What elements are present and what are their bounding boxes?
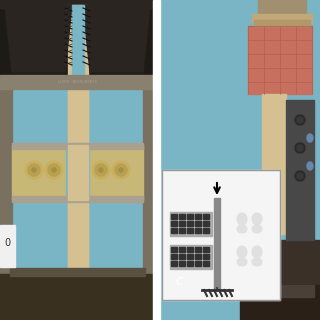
Bar <box>171 228 177 233</box>
Bar <box>187 261 193 266</box>
Bar <box>240 285 320 320</box>
Circle shape <box>48 164 60 176</box>
Circle shape <box>297 145 303 151</box>
Bar <box>72 5 84 75</box>
Circle shape <box>45 161 63 179</box>
Bar <box>203 261 209 266</box>
Bar <box>143 89 155 274</box>
Bar <box>12 89 143 274</box>
Bar <box>68 89 88 274</box>
Bar <box>195 254 201 259</box>
Bar <box>12 145 66 200</box>
Bar <box>171 247 177 252</box>
Circle shape <box>32 168 36 172</box>
Circle shape <box>52 168 56 172</box>
Ellipse shape <box>307 134 313 142</box>
Bar <box>89 145 143 200</box>
Circle shape <box>92 161 110 179</box>
Circle shape <box>99 168 103 172</box>
Bar <box>68 145 88 200</box>
Circle shape <box>115 164 127 176</box>
Circle shape <box>112 161 130 179</box>
Polygon shape <box>83 5 150 72</box>
Bar <box>171 214 177 219</box>
Text: 0: 0 <box>4 238 10 248</box>
Bar <box>252 14 312 22</box>
Bar <box>170 212 212 236</box>
Bar <box>171 254 177 259</box>
Bar <box>179 228 185 233</box>
Bar <box>195 221 201 226</box>
Bar <box>187 247 193 252</box>
Bar <box>10 268 145 276</box>
Bar <box>12 143 143 149</box>
Bar <box>203 214 209 219</box>
Bar <box>254 20 310 26</box>
Circle shape <box>295 171 305 181</box>
Ellipse shape <box>237 213 247 225</box>
Circle shape <box>25 161 43 179</box>
Circle shape <box>95 164 107 176</box>
Bar <box>286 100 314 240</box>
Bar <box>248 26 312 94</box>
Ellipse shape <box>307 162 313 170</box>
Bar <box>262 94 286 234</box>
Bar <box>258 0 306 18</box>
Circle shape <box>297 117 303 123</box>
Bar <box>171 221 177 226</box>
Bar <box>203 221 209 226</box>
Bar <box>203 228 209 233</box>
Polygon shape <box>5 5 72 72</box>
Circle shape <box>119 168 123 172</box>
Bar <box>170 245 212 269</box>
Bar <box>0 0 155 8</box>
Bar <box>246 285 314 297</box>
Ellipse shape <box>237 246 247 258</box>
Bar <box>0 274 155 320</box>
Bar <box>162 170 280 300</box>
Bar <box>179 254 185 259</box>
Bar <box>203 247 209 252</box>
Bar <box>195 261 201 266</box>
Bar <box>195 214 201 219</box>
Bar <box>179 221 185 226</box>
Circle shape <box>28 164 40 176</box>
Bar <box>179 247 185 252</box>
Bar <box>0 225 15 267</box>
Circle shape <box>297 173 303 179</box>
Bar <box>12 196 143 202</box>
Ellipse shape <box>237 225 247 233</box>
Ellipse shape <box>252 258 262 266</box>
Bar <box>68 5 88 305</box>
Bar <box>187 214 193 219</box>
Bar <box>187 254 193 259</box>
Bar <box>179 214 185 219</box>
Bar <box>195 247 201 252</box>
Bar <box>153 0 160 320</box>
Text: c: c <box>175 274 183 288</box>
Bar <box>160 0 320 320</box>
Bar <box>0 0 155 75</box>
Bar <box>0 75 155 89</box>
Ellipse shape <box>252 246 262 258</box>
Bar <box>214 198 220 290</box>
Bar <box>179 261 185 266</box>
Bar <box>240 240 320 285</box>
Bar <box>195 228 201 233</box>
Ellipse shape <box>237 258 247 266</box>
Bar <box>162 170 280 300</box>
Text: LLOYD  INSTRUMENTS: LLOYD INSTRUMENTS <box>58 80 96 84</box>
Bar <box>203 254 209 259</box>
Circle shape <box>295 143 305 153</box>
Bar <box>0 0 155 320</box>
Bar <box>187 228 193 233</box>
Bar <box>187 221 193 226</box>
Ellipse shape <box>252 213 262 225</box>
Bar <box>171 261 177 266</box>
Circle shape <box>295 115 305 125</box>
Ellipse shape <box>252 225 262 233</box>
Bar <box>66 145 89 200</box>
Bar <box>0 89 12 274</box>
